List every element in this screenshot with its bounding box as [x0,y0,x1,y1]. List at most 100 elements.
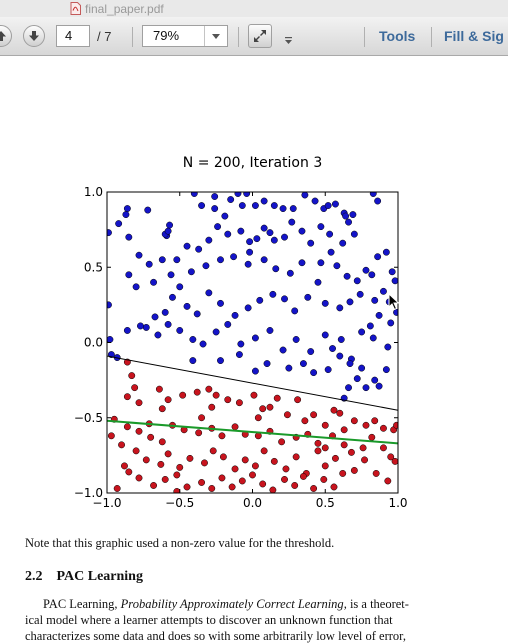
negative-point [164,396,172,404]
positive-point [366,322,374,330]
arrow-down-icon [29,31,39,41]
positive-point [362,266,370,274]
negative-point [132,447,140,455]
negative-point [201,459,208,467]
positive-point [336,304,344,312]
positive-point [167,271,175,279]
negative-point [186,454,194,462]
negative-point [301,417,309,425]
positive-point [211,205,219,213]
positive-point [380,287,387,295]
negative-point [314,439,322,447]
next-page-button[interactable] [23,25,45,47]
positive-point [246,238,254,246]
positive-point [374,197,382,205]
document-tab[interactable]: final_paper.pdf [70,1,164,16]
negative-point [161,476,169,483]
page-number-input[interactable]: 4 [56,25,90,47]
positive-point [183,242,191,250]
positive-point [244,304,252,312]
positive-point [324,202,332,209]
positive-point [169,293,176,301]
zoom-select[interactable]: 79% [142,25,228,47]
positive-point [345,384,352,392]
negative-point [125,468,133,476]
negative-point [259,405,267,413]
document-tab-filename: final_paper.pdf [85,1,164,16]
negative-point [340,441,348,449]
negative-point [231,423,239,431]
negative-point [135,474,143,482]
negative-point [158,405,166,413]
negative-point [282,465,290,473]
positive-point [212,328,220,336]
positive-point [292,336,300,343]
negative-point [198,414,206,422]
negative-point [347,448,355,456]
fill-sign-button[interactable]: Fill & Sig [444,28,504,44]
figure-note: Note that this graphic used a non-zero v… [25,536,335,550]
positive-point [260,256,268,264]
positive-point [326,230,334,238]
positive-point [221,212,229,220]
negative-point [164,450,172,458]
positive-point [135,251,143,259]
chevron-down-icon[interactable] [204,26,227,46]
negative-point [155,385,163,393]
toolbar-options-icon[interactable] [284,32,293,50]
positive-point [199,340,207,348]
tools-button[interactable]: Tools [379,28,416,44]
fullscreen-button[interactable] [248,24,272,48]
negative-point [123,393,131,401]
page-total-label: / 7 [97,29,112,44]
negative-point [294,396,302,404]
negative-point [281,476,288,483]
paragraph-emphasis: Probability Approximately Correct Learni… [120,597,344,611]
negative-point [330,483,338,491]
positive-point [231,311,239,319]
positive-point [256,296,264,304]
positive-point [266,229,274,237]
positive-point [393,308,398,316]
positive-point [237,227,245,235]
positive-point [263,360,271,368]
positive-point [122,211,130,219]
negative-point [350,466,358,474]
positive-point [345,218,352,226]
positive-point [327,248,335,256]
tab-strip: final_paper.pdf [0,0,508,17]
positive-point [176,327,184,334]
positive-point [382,248,390,256]
negative-point [372,469,380,477]
positive-point [230,253,238,261]
positive-point [176,283,184,291]
positive-point [107,229,112,237]
positive-point [391,277,398,285]
negative-point [250,391,258,399]
negative-point [291,482,299,489]
negative-point [128,372,136,380]
negative-point [147,433,155,441]
negative-point [321,444,329,452]
positive-point [350,230,358,238]
positive-point [281,295,288,303]
negative-point [150,482,158,489]
positive-point [285,364,293,372]
negative-point [218,432,226,440]
negative-point [113,485,121,492]
positive-point [251,334,259,342]
negative-point [205,385,213,393]
positive-point [286,269,294,277]
positive-point [339,239,347,247]
positive-point [371,296,379,304]
positive-point [384,343,392,351]
positive-point [317,223,325,231]
negative-point [368,433,376,441]
positive-point [217,357,224,365]
positive-point [217,299,224,307]
positive-point [314,278,322,286]
positive-point [189,357,197,365]
positive-point [324,366,332,374]
positive-point [251,367,259,375]
negative-point [359,444,367,452]
